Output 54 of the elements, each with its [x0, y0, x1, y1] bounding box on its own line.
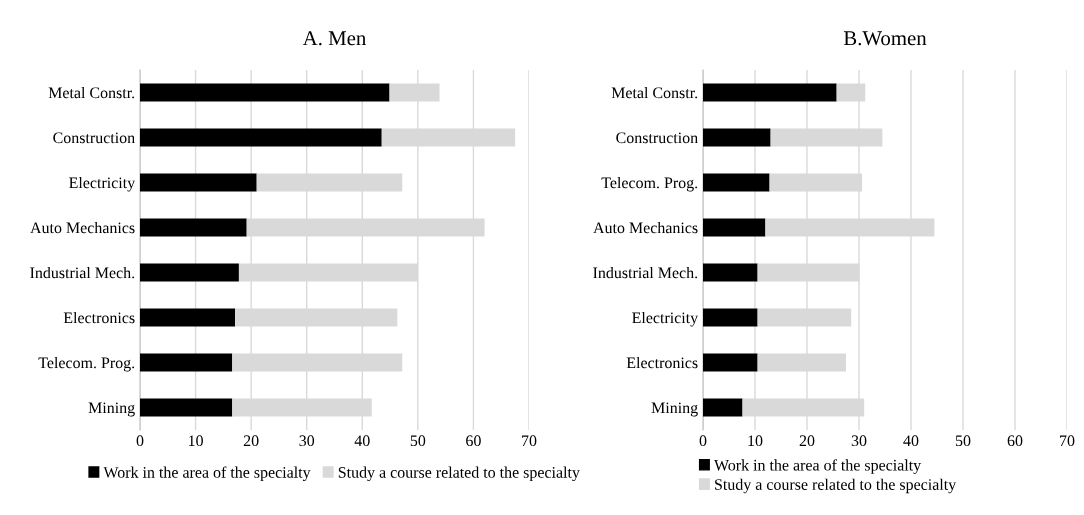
bar: [703, 128, 771, 147]
x-tick-label: 30: [299, 435, 315, 447]
x-tick-label: 20: [799, 435, 815, 447]
y-tick-label: Electricity: [69, 176, 136, 192]
y-tick-label: Auto Mechanics: [593, 221, 698, 234]
x-tick-label: 10: [748, 435, 763, 447]
bar: [703, 83, 837, 102]
y-tick-label: Industrial Mech.: [30, 266, 135, 279]
y-tick-label: Construction: [53, 132, 135, 144]
x-tick-label: 40: [903, 435, 919, 447]
bar: [703, 218, 766, 237]
bar: [140, 218, 247, 237]
x-tick-label: 40: [354, 435, 370, 447]
bar: [703, 398, 743, 417]
x-tick-label: 10: [188, 435, 203, 447]
y-tick-label: Mining: [651, 402, 698, 417]
y-tick-label: Metal Constr.: [48, 86, 135, 99]
y-tick-label: Industrial Mech.: [593, 266, 698, 279]
bar: [140, 128, 382, 147]
legend-label: Work in the area of the specialty: [714, 459, 922, 474]
bar: [703, 353, 758, 372]
y-tick-label: Electronics: [626, 356, 698, 369]
x-tick-label: 30: [851, 435, 867, 447]
y-tick-label: Auto Mechanics: [30, 221, 135, 234]
y-tick-label: Metal Constr.: [611, 86, 698, 99]
bar: [140, 83, 390, 102]
x-tick-label: 50: [955, 435, 971, 447]
bar: [703, 263, 758, 282]
x-tick-label: 70: [522, 435, 537, 447]
chart-title: A. Men: [302, 31, 367, 46]
bar: [703, 308, 758, 327]
x-tick-label: 0: [136, 435, 144, 447]
x-tick-label: 70: [1060, 435, 1075, 447]
bar: [140, 173, 257, 192]
y-tick-label: Telecom. Prog.: [38, 356, 135, 372]
legend-label: Work in the area of the specialty: [103, 466, 311, 482]
x-tick-label: 0: [699, 435, 707, 447]
bar: [140, 308, 236, 327]
legend-label: Study a course related to the specialty: [338, 466, 580, 482]
y-tick-label: Telecom. Prog.: [601, 176, 698, 192]
chart-title: B.Women: [843, 31, 927, 46]
y-tick-label: Electricity: [632, 311, 699, 327]
x-tick-label: 60: [1007, 435, 1023, 447]
x-tick-label: 60: [466, 435, 481, 447]
bar: [140, 398, 233, 417]
y-tick-label: Mining: [88, 402, 135, 417]
bar: [140, 353, 233, 372]
y-tick-label: Electronics: [63, 311, 135, 324]
x-tick-label: 20: [243, 435, 259, 447]
bar: [140, 263, 239, 282]
x-tick-label: 50: [410, 435, 426, 447]
y-tick-label: Construction: [616, 132, 698, 144]
bar: [703, 173, 770, 192]
legend-label: Study a course related to the specialty: [715, 478, 957, 494]
